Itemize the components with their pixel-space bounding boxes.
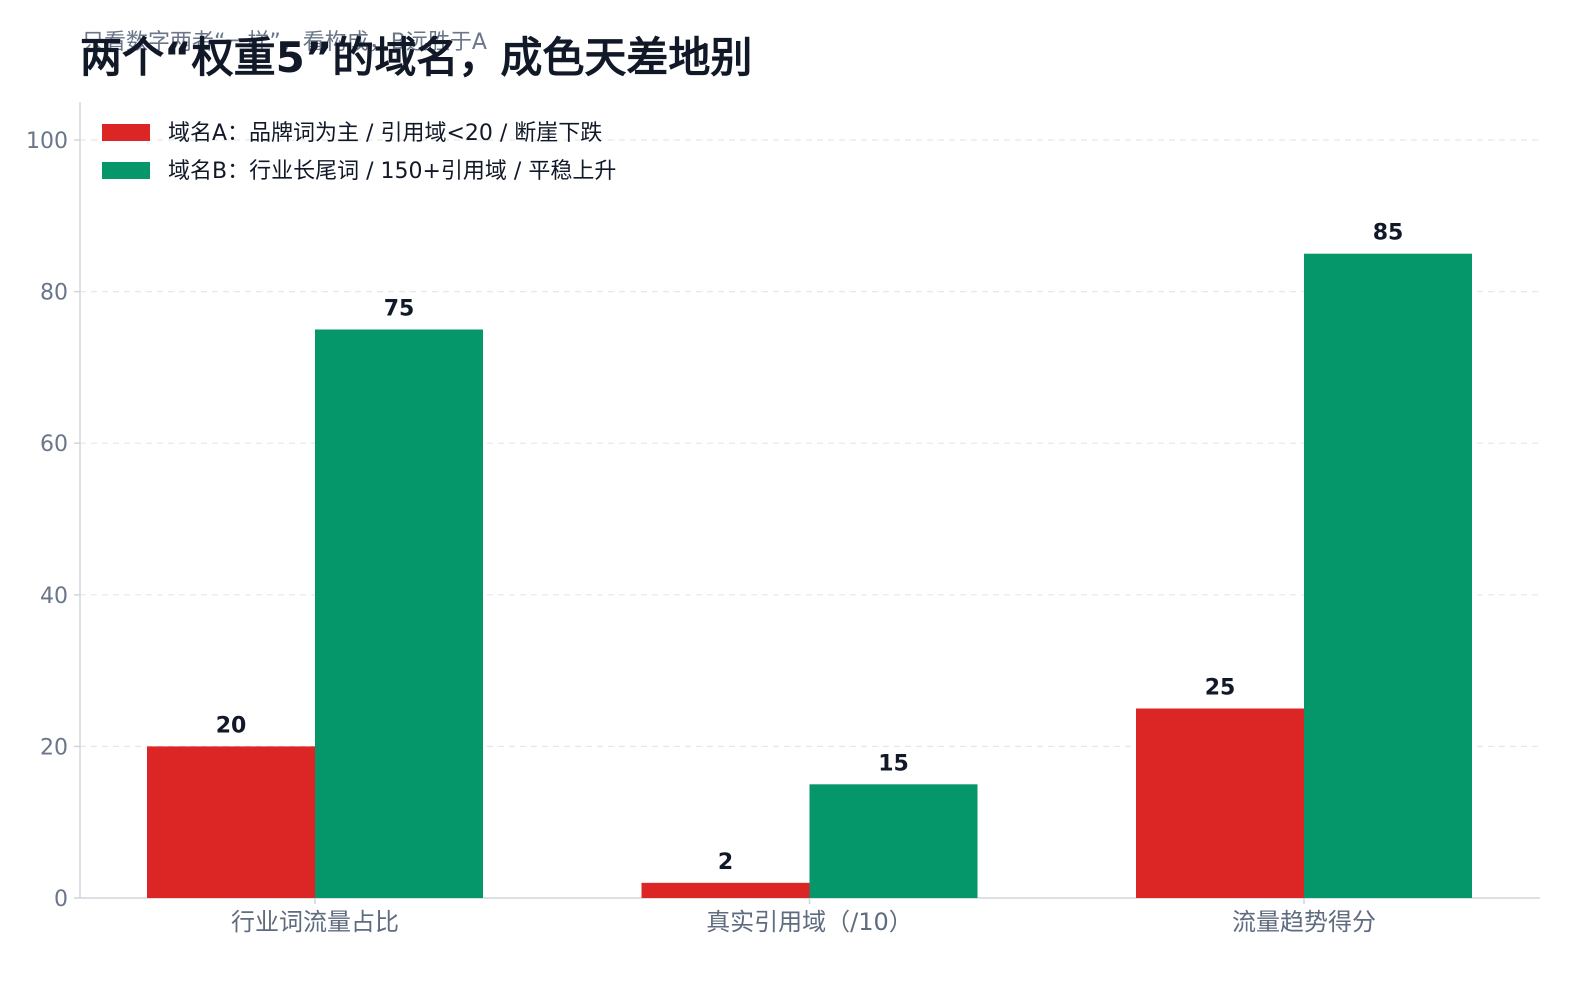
bar-value-label: 2 (718, 850, 733, 875)
y-tick-label: 100 (26, 129, 68, 154)
bar-b (315, 329, 483, 898)
legend-label: 域名B：行业长尾词 / 150+引用域 / 平稳上升 (168, 159, 616, 184)
x-category-label: 行业词流量占比 (231, 908, 399, 936)
legend-swatch (102, 162, 150, 179)
bar-a (641, 882, 810, 898)
bar-a (1136, 708, 1304, 898)
bar-b (1304, 253, 1472, 898)
legend-label: 域名A：品牌词为主 / 引用域<20 / 断崖下跌 (168, 121, 602, 146)
y-tick-label: 60 (40, 432, 68, 457)
x-category-label: 真实引用域（/10） (706, 908, 913, 936)
bar-value-label: 15 (878, 751, 909, 776)
chart-title: 两个“权重5”的域名，成色天差地别 (80, 33, 753, 82)
bar-value-label: 85 (1373, 221, 1404, 246)
bar-a (147, 746, 315, 898)
x-category-label: 流量趋势得分 (1232, 908, 1376, 936)
bar-b (809, 784, 978, 898)
y-tick-label: 20 (40, 735, 68, 760)
bar-value-label: 20 (216, 713, 247, 738)
y-tick-label: 80 (40, 281, 68, 306)
bar-value-label: 75 (384, 297, 415, 322)
legend-swatch (102, 124, 150, 141)
bar-layer (147, 253, 1472, 898)
bar-value-label: 25 (1205, 676, 1236, 701)
y-tick-label: 40 (40, 584, 68, 609)
y-tick-label: 0 (54, 887, 68, 912)
chart-subtitle: 只看数字两者“一样”，看构成，B远胜于A (82, 30, 487, 55)
label-layer: 20 75 2 15 25 85 (216, 221, 1404, 875)
